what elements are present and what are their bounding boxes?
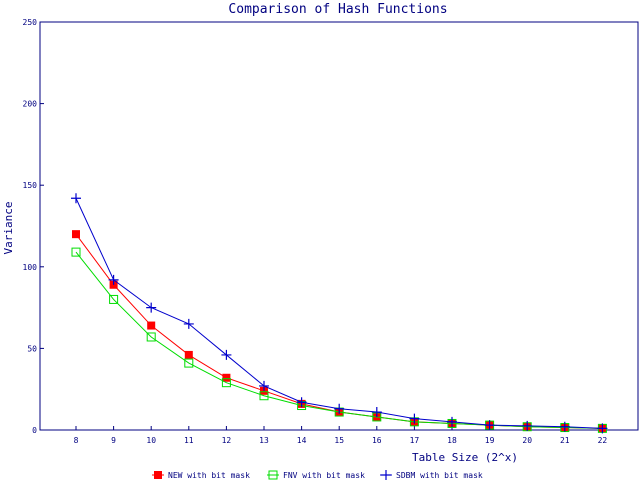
data-point	[259, 391, 269, 401]
data-point	[447, 416, 457, 427]
x-tick-label: 22	[598, 436, 608, 445]
chart-title: Comparison of Hash Functions	[228, 2, 447, 17]
data-point	[183, 318, 194, 329]
data-point	[259, 380, 269, 391]
data-point	[71, 193, 81, 204]
x-tick-label: 10	[146, 436, 156, 445]
y-axis: 0 50 100 150 200 250	[23, 18, 44, 435]
legend-label: NEW with bit mask	[168, 471, 250, 480]
x-tick-label: 8	[74, 436, 79, 445]
y-tick-label: 150	[23, 181, 38, 190]
data-point	[371, 407, 382, 418]
data-point	[146, 332, 156, 342]
x-axis-label: Table Size (2^x)	[412, 451, 518, 464]
y-tick-label: 0	[32, 426, 37, 435]
y-tick-label: 100	[23, 263, 38, 272]
series-1	[72, 230, 607, 433]
legend-item: FNV with bit mask	[267, 470, 365, 480]
plot-area	[39, 21, 639, 431]
x-tick-label: 21	[560, 436, 570, 445]
x-tick-label: 14	[297, 436, 307, 445]
series-layer	[71, 193, 608, 434]
data-point	[109, 294, 119, 304]
data-point	[71, 247, 81, 257]
y-tick-label: 50	[27, 344, 37, 353]
data-point	[559, 421, 570, 432]
y-tick-label: 200	[23, 100, 38, 109]
legend-label: SDBM with bit mask	[396, 471, 483, 480]
y-axis-label: Variance	[2, 202, 15, 255]
x-tick-label: 20	[522, 436, 532, 445]
x-tick-label: 11	[184, 436, 194, 445]
x-tick-label: 16	[372, 436, 382, 445]
x-tick-label: 12	[222, 436, 232, 445]
legend-item: NEW with bit mask	[152, 471, 250, 480]
data-point	[222, 373, 231, 382]
series-line	[75, 198, 603, 429]
series-3	[71, 193, 608, 434]
data-point	[146, 302, 157, 313]
legend-label: FNV with bit mask	[283, 471, 365, 480]
legend: NEW with bit mask FNV with bit mask SDBM w…	[152, 470, 483, 480]
data-point	[484, 420, 495, 431]
data-point	[221, 349, 232, 360]
x-tick-label: 15	[334, 436, 344, 445]
x-tick-label: 13	[259, 436, 269, 445]
data-point	[296, 397, 307, 408]
data-point	[221, 378, 231, 388]
x-tick-label: 19	[485, 436, 495, 445]
data-point	[409, 413, 420, 424]
data-point	[184, 358, 194, 368]
data-point	[108, 274, 119, 285]
x-tick-label: 17	[410, 436, 420, 445]
x-tick-label: 18	[447, 436, 457, 445]
data-point	[184, 350, 193, 359]
data-point	[597, 423, 608, 434]
x-tick-label: 9	[111, 436, 116, 445]
legend-item: SDBM with bit mask	[380, 470, 483, 480]
data-point	[147, 321, 156, 330]
data-point	[334, 403, 345, 414]
y-tick-label: 250	[23, 18, 38, 27]
data-point	[522, 420, 533, 431]
series-line	[75, 233, 603, 429]
data-point	[72, 230, 80, 239]
